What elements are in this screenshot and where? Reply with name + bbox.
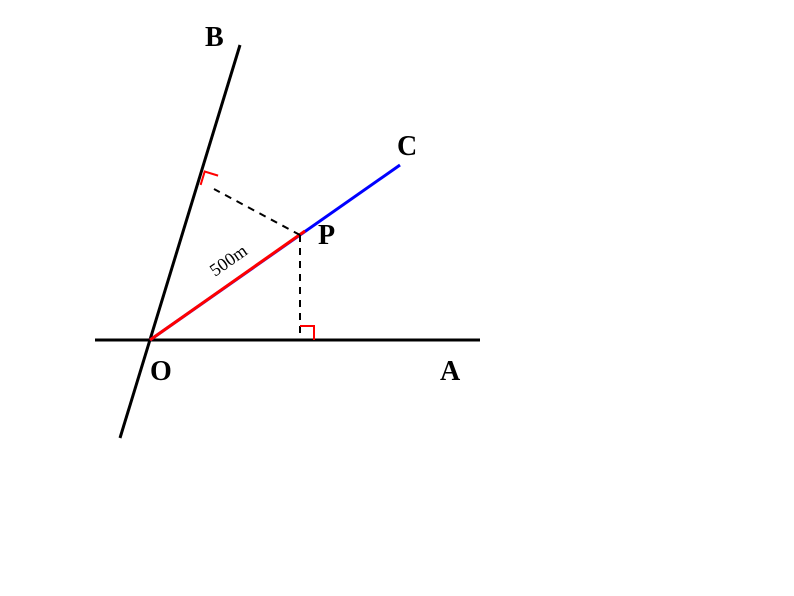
label-p: P: [318, 220, 335, 251]
right-angle-ob: [201, 172, 218, 185]
label-b: B: [205, 22, 224, 53]
label-a: A: [440, 356, 461, 387]
label-c: C: [397, 131, 417, 162]
perp-to-ob: [214, 189, 300, 235]
geometry-diagram: OABCP500m: [0, 0, 794, 596]
segment-op: [150, 231, 305, 340]
line-ob: [120, 45, 240, 438]
right-angle-oa: [300, 326, 314, 340]
label-o: O: [150, 356, 172, 387]
